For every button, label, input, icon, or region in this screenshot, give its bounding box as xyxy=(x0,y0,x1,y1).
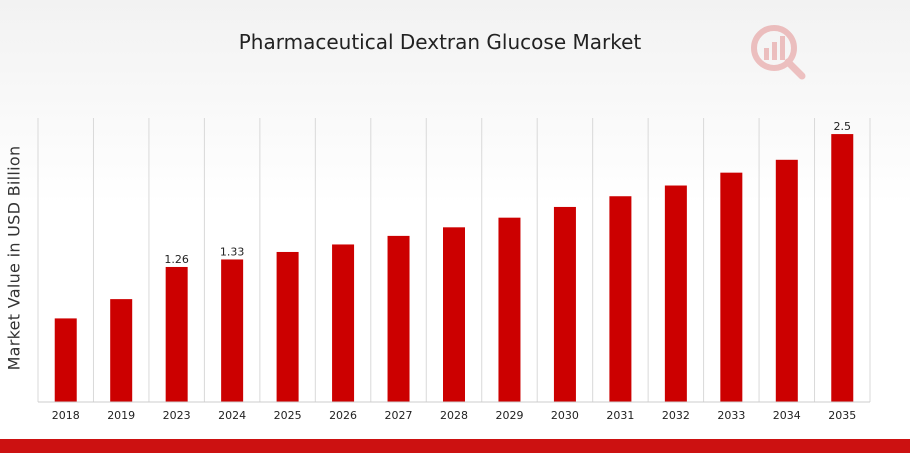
chart-title: Pharmaceutical Dextran Glucose Market xyxy=(238,30,642,54)
bar-2027 xyxy=(387,235,410,402)
x-tick-label-2028: 2028 xyxy=(440,409,468,422)
grid-lines xyxy=(37,118,871,402)
bar-2029 xyxy=(498,217,521,402)
x-tick-label-2033: 2033 xyxy=(717,409,745,422)
x-tick-label-2027: 2027 xyxy=(385,409,413,422)
data-label-2023: 1.26 xyxy=(164,253,189,266)
x-tick-label-2024: 2024 xyxy=(218,409,246,422)
x-tick-label-2032: 2032 xyxy=(662,409,690,422)
x-tick-label-2035: 2035 xyxy=(828,409,856,422)
data-labels: 1.26 1.33 2.5 xyxy=(164,120,851,266)
x-tick-label-2019: 2019 xyxy=(107,409,135,422)
x-tick-label-2031: 2031 xyxy=(606,409,634,422)
bar-2023 xyxy=(165,266,188,402)
x-tick-label-2025: 2025 xyxy=(274,409,302,422)
bar-2028 xyxy=(443,227,465,402)
x-tick-label-2029: 2029 xyxy=(495,409,523,422)
data-label-2024: 1.33 xyxy=(220,245,245,258)
x-tick-labels: 2018 2019 2023 2024 2025 2026 2027 2028 2029 2030… xyxy=(52,409,857,422)
x-tick-label-2030: 2030 xyxy=(551,409,579,422)
bar-2018 xyxy=(54,318,77,402)
bar-2019 xyxy=(110,299,133,402)
bar-2030 xyxy=(553,206,576,402)
bar-2035 xyxy=(831,134,854,402)
bar-2032 xyxy=(664,185,687,402)
bar-2025 xyxy=(276,251,299,402)
bar-2024 xyxy=(221,259,244,402)
x-tick-label-2026: 2026 xyxy=(329,409,357,422)
x-tick-label-2018: 2018 xyxy=(52,409,80,422)
x-tick-label-2034: 2034 xyxy=(773,409,801,422)
bar-2033 xyxy=(720,172,743,402)
market-research-logo-icon xyxy=(751,25,806,80)
x-tick-label-2023: 2023 xyxy=(163,409,191,422)
bars xyxy=(54,134,854,402)
bar-2034 xyxy=(775,159,798,402)
bar-2031 xyxy=(609,196,632,402)
brand-accent-band xyxy=(0,439,910,453)
bar-2026 xyxy=(332,244,355,402)
data-label-2035: 2.5 xyxy=(834,120,852,133)
